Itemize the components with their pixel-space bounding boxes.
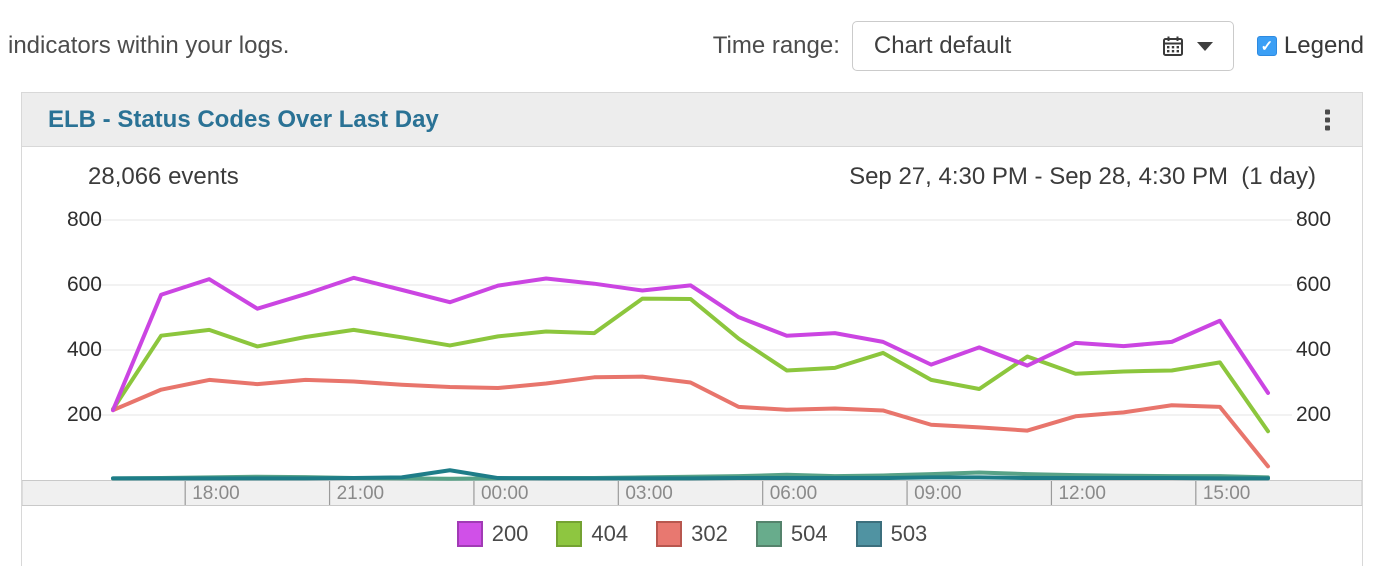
x-tick-label: 15:00 bbox=[1203, 483, 1251, 504]
y-axis-label-left: 600 bbox=[66, 273, 102, 296]
legend-swatch-503 bbox=[855, 521, 882, 547]
legend-item-503[interactable]: 503 bbox=[855, 521, 928, 547]
x-axis-band bbox=[22, 480, 1362, 506]
chevron-down-icon bbox=[1196, 41, 1213, 51]
time-range-label: Time range: bbox=[712, 32, 840, 59]
y-axis-label-right: 400 bbox=[1296, 338, 1332, 361]
legend-label: 504 bbox=[790, 521, 828, 546]
date-range: Sep 27, 4:30 PM - Sep 28, 4:30 PM (1 day… bbox=[849, 163, 1316, 190]
y-axis-label-left: 400 bbox=[66, 338, 102, 361]
x-tick-label: 12:00 bbox=[1058, 483, 1106, 504]
chart-region[interactable]: 28,066 events Sep 27, 4:30 PM - Sep 28, … bbox=[22, 147, 1362, 566]
series-line-200[interactable] bbox=[111, 275, 1270, 413]
chart-panel-header: ELB - Status Codes Over Last Day bbox=[22, 93, 1362, 147]
chart-plot[interactable]: 18:00 21:00 00:00 03:00 06:00 09:00 12:00 15:00 bbox=[22, 147, 1362, 566]
y-axis-label-left: 200 bbox=[66, 403, 102, 426]
checkmark-icon: ✓ bbox=[1260, 37, 1274, 55]
time-range-value: Chart default bbox=[873, 32, 1012, 59]
legend-swatch-404 bbox=[556, 521, 583, 547]
time-range-dropdown[interactable]: Chart default bbox=[851, 21, 1234, 71]
x-tick-label: 09:00 bbox=[914, 483, 962, 504]
legend-item-404[interactable]: 404 bbox=[556, 521, 628, 547]
x-tick-label: 03:00 bbox=[625, 483, 673, 504]
x-tick-label: 00:00 bbox=[481, 483, 529, 504]
y-axis-label-right: 600 bbox=[1296, 273, 1332, 296]
series-line-302[interactable] bbox=[111, 374, 1270, 469]
top-bar: indicators within your logs. Time range:… bbox=[0, 0, 1376, 92]
y-axis-label-left: 800 bbox=[66, 208, 102, 231]
legend-item-200[interactable]: 200 bbox=[456, 521, 529, 547]
chart-legend: 200 404 302 504 503 bbox=[22, 521, 1362, 547]
legend-item-504[interactable]: 504 bbox=[755, 521, 828, 547]
calendar-icon bbox=[1162, 36, 1183, 56]
events-count: 28,066 events bbox=[88, 163, 239, 190]
x-tick-label: 18:00 bbox=[192, 483, 240, 504]
legend-checkbox[interactable]: ✓ bbox=[1256, 36, 1277, 56]
series-line-503[interactable] bbox=[111, 468, 1270, 481]
legend-checkbox-label: Legend bbox=[1283, 32, 1364, 59]
intro-text: indicators within your logs. bbox=[8, 32, 290, 59]
legend-swatch-200 bbox=[456, 521, 483, 547]
legend-toggle[interactable]: ✓ Legend bbox=[1256, 32, 1364, 60]
legend-label: 503 bbox=[890, 521, 928, 546]
legend-label: 200 bbox=[491, 521, 529, 546]
y-axis-label-right: 200 bbox=[1296, 403, 1332, 426]
series-line-404[interactable] bbox=[111, 296, 1270, 434]
legend-label: 302 bbox=[691, 521, 728, 546]
x-tick-label: 21:00 bbox=[337, 483, 385, 504]
kebab-menu-icon[interactable] bbox=[1321, 105, 1334, 134]
chart-panel: ELB - Status Codes Over Last Day 28,066 … bbox=[21, 92, 1363, 566]
chart-title-link[interactable]: ELB - Status Codes Over Last Day bbox=[48, 105, 439, 133]
y-axis-label-right: 800 bbox=[1296, 208, 1332, 231]
legend-item-302[interactable]: 302 bbox=[656, 521, 728, 547]
legend-swatch-302 bbox=[656, 521, 683, 547]
time-range-controls: Time range: Chart default ✓ Legend bbox=[713, 0, 1364, 92]
legend-swatch-504 bbox=[755, 521, 782, 547]
legend-label: 404 bbox=[591, 521, 629, 546]
x-tick-label: 06:00 bbox=[770, 483, 818, 504]
